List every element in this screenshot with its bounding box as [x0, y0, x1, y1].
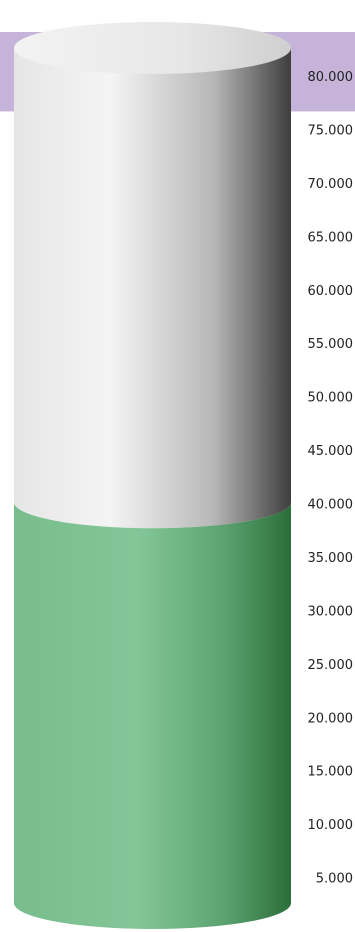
- tick-label: 30.000: [308, 604, 354, 619]
- tick-label: 15.000: [308, 765, 354, 780]
- tick-label: 20.000: [308, 711, 354, 726]
- cylinder-empty-section: [14, 48, 291, 529]
- cylinder-top-cap: [14, 22, 291, 74]
- tick-label: 55.000: [308, 337, 354, 352]
- tick-label: 75.000: [308, 123, 354, 138]
- tick-label: 65.000: [308, 230, 354, 245]
- tick-label: 10.000: [308, 818, 354, 833]
- tick-label: 40.000: [308, 498, 354, 513]
- tick-label: 70.000: [308, 177, 354, 192]
- tick-label: 50.000: [308, 391, 354, 406]
- tick-label: 80.000: [308, 70, 354, 85]
- tick-label: 45.000: [308, 444, 354, 459]
- tick-label: 25.000: [308, 658, 354, 673]
- tick-label: 60.000: [308, 284, 354, 299]
- tick-label: 35.000: [308, 551, 354, 566]
- cylinder-filled-section: [14, 502, 291, 929]
- tick-label: 5.000: [316, 872, 353, 887]
